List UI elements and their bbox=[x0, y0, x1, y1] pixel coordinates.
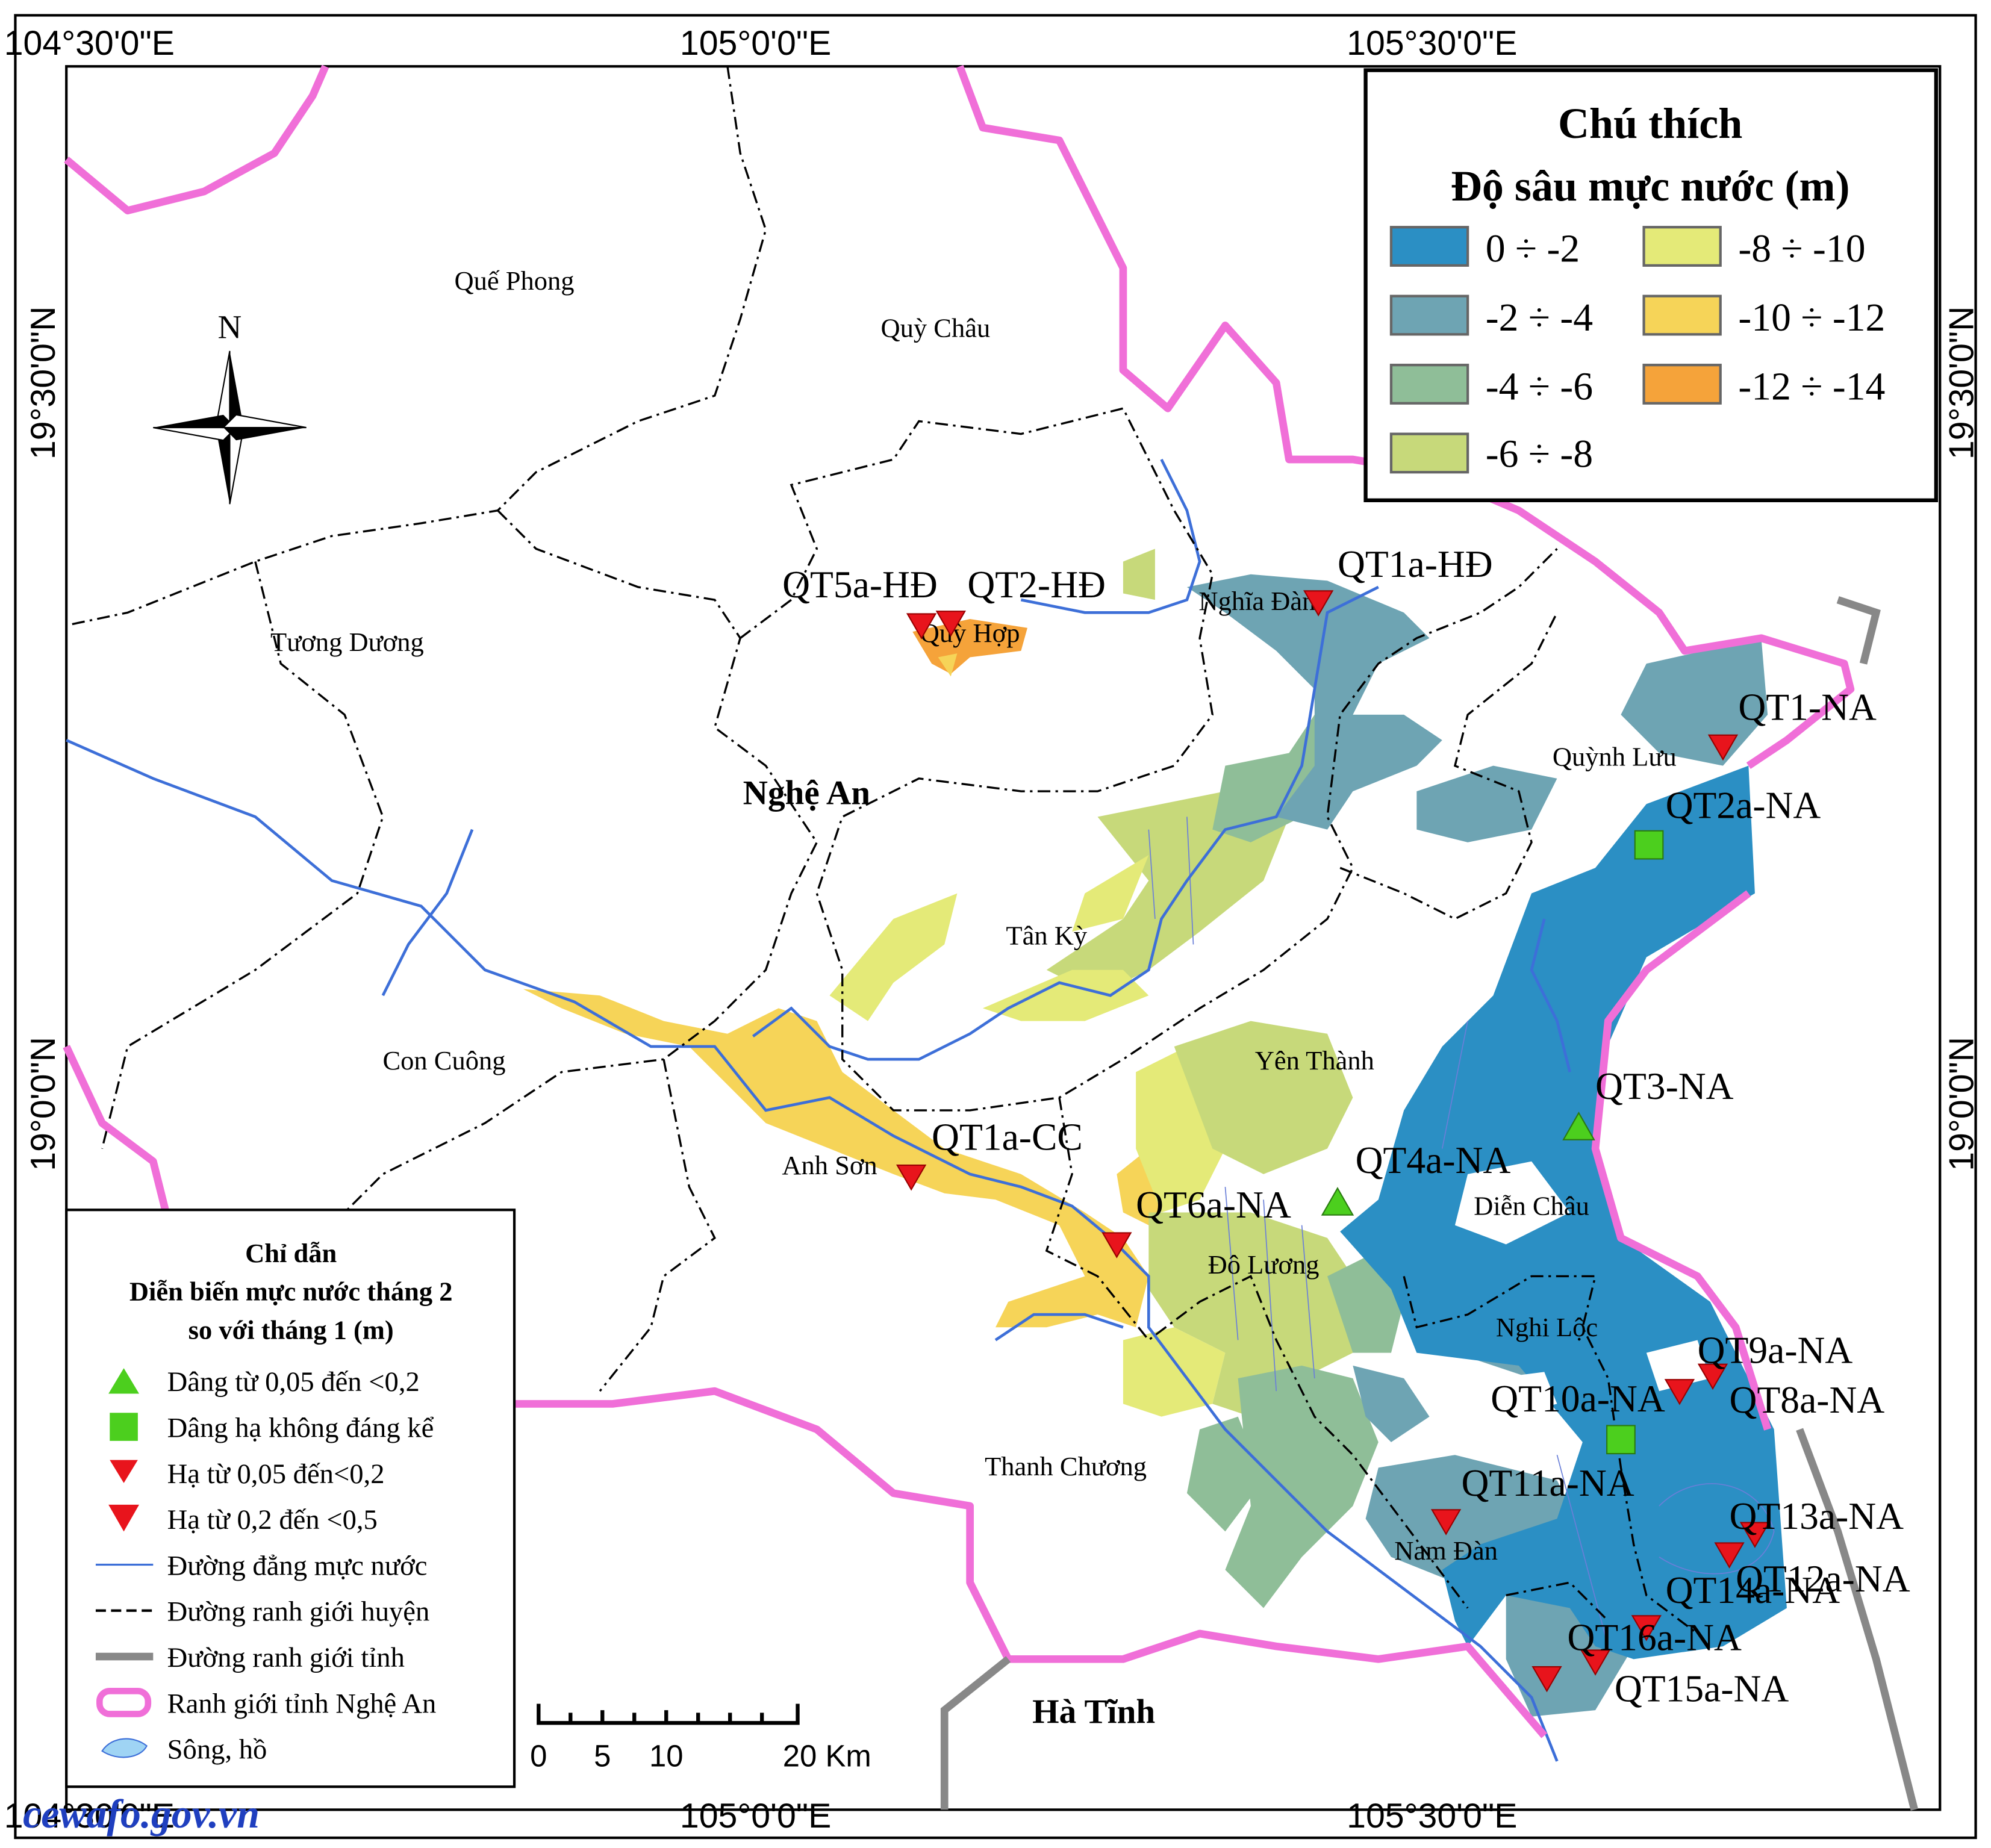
legend-label: Đường ranh giới huyện bbox=[167, 1596, 430, 1628]
scale-label: 20 Km bbox=[783, 1738, 871, 1773]
well-label: QT14a-NA bbox=[1666, 1569, 1840, 1611]
district-label: Quỳnh Lưu bbox=[1553, 742, 1677, 772]
province-boundary bbox=[63, 64, 1919, 1811]
well-label: QT6a-NA bbox=[1136, 1183, 1291, 1226]
district-label: Tân Kỳ bbox=[1006, 920, 1087, 950]
source-watermark: cewafo.gov.vn bbox=[23, 1791, 260, 1837]
coord-label: 19°0'0"N bbox=[1942, 1037, 1981, 1171]
district-boundaries bbox=[66, 66, 1698, 1635]
well-label: QT1-NA bbox=[1738, 685, 1877, 728]
legend-subtitle: Độ sâu mực nước (m) bbox=[1451, 162, 1850, 210]
district-label: Quỳ Hợp bbox=[920, 618, 1020, 648]
legend-title: so với tháng 1 (m) bbox=[189, 1314, 394, 1345]
rivers bbox=[66, 458, 1571, 1762]
well-label: QT5a-HĐ bbox=[782, 563, 938, 606]
district-label: Nghi Lộc bbox=[1496, 1312, 1598, 1342]
district-label: Yên Thành bbox=[1255, 1045, 1374, 1075]
legend-title: Diễn biến mực nước tháng 2 bbox=[129, 1277, 453, 1307]
legend-label: -2 ÷ -4 bbox=[1486, 296, 1593, 340]
well-label: QT2a-NA bbox=[1666, 784, 1821, 827]
legend-title: Chỉ dẫn bbox=[245, 1238, 337, 1268]
well-label: QT12a-NA bbox=[1736, 1557, 1910, 1600]
well-label: QT10a-NA bbox=[1491, 1377, 1665, 1420]
district-label: Con Cuông bbox=[382, 1045, 505, 1075]
legend-label: Ranh giới tỉnh Nghệ An bbox=[167, 1688, 437, 1719]
coord-label: 105°30'0"E bbox=[1347, 24, 1517, 63]
district-label: Tương Dương bbox=[270, 627, 424, 657]
coord-label: 104°30'0"E bbox=[4, 1797, 175, 1835]
scale-label: 0 bbox=[530, 1738, 547, 1773]
legend-label: Dâng từ 0,05 đến <0,2 bbox=[167, 1366, 420, 1398]
legend-label: -10 ÷ -12 bbox=[1738, 296, 1885, 340]
scale-bar: 0 5 10 20 Km bbox=[530, 1703, 871, 1773]
province-label: Hà Tĩnh bbox=[1032, 1693, 1155, 1731]
district-label: Thanh Chương bbox=[985, 1451, 1147, 1481]
well-label: QT16a-NA bbox=[1567, 1616, 1742, 1658]
well-label: QT4a-NA bbox=[1356, 1139, 1511, 1181]
district-label: Nghĩa Đàn bbox=[1198, 586, 1315, 616]
change-legend: Chỉ dẫn Diễn biến mực nước tháng 2 so vớ… bbox=[65, 1209, 516, 1788]
coord-label: 105°0'0"E bbox=[680, 1797, 831, 1835]
district-label: Anh Sơn bbox=[782, 1150, 877, 1180]
district-labels: Quế Phong Quỳ Châu Tương Dương Quỳ Hợp N… bbox=[270, 266, 1677, 1731]
legend-label: -4 ÷ -6 bbox=[1486, 364, 1593, 408]
well-label: QT2-HĐ bbox=[967, 563, 1106, 606]
well-markers bbox=[896, 590, 1771, 1693]
legend-label: Đường ranh giới tỉnh bbox=[167, 1642, 405, 1673]
well-label: QT1a-CC bbox=[932, 1116, 1083, 1159]
well-label: QT11a-NA bbox=[1462, 1461, 1634, 1504]
well-labels: QT5a-HĐ QT2-HĐ QT1a-HĐ QT1-NA QT2a-NA QT… bbox=[782, 543, 1910, 1710]
coordinates: 104°30'0"E 105°0'0"E 105°30'0"E 104°30'0… bbox=[4, 24, 1981, 1835]
legend-label: Đường đẳng mực nước bbox=[167, 1550, 428, 1581]
district-label: Diễn Châu bbox=[1474, 1191, 1589, 1221]
coord-label: 105°30'0"E bbox=[1347, 1797, 1517, 1835]
coord-label: 19°0'0"N bbox=[24, 1037, 63, 1171]
legend-label: -12 ÷ -14 bbox=[1738, 364, 1885, 408]
legend-label: -8 ÷ -10 bbox=[1738, 226, 1865, 270]
well-label: QT8a-NA bbox=[1730, 1378, 1885, 1421]
north-label: N bbox=[218, 309, 242, 346]
well-label: QT3-NA bbox=[1595, 1065, 1734, 1107]
coord-label: 104°30'0"E bbox=[4, 24, 175, 63]
coord-label: 105°0'0"E bbox=[680, 24, 831, 63]
legend-label: Dâng hạ không đáng kể bbox=[167, 1413, 434, 1444]
coord-label: 19°30'0"N bbox=[1942, 306, 1981, 460]
outer-frame bbox=[14, 14, 1977, 1840]
scale-label: 10 bbox=[649, 1738, 684, 1773]
legend-title: Chú thích bbox=[1558, 99, 1742, 148]
depth-legend: Chú thích Độ sâu mực nước (m) 0 ÷ -2 -2 … bbox=[1363, 68, 1939, 503]
legend-label: Hạ từ 0,05 đến<0,2 bbox=[167, 1458, 385, 1490]
isolines bbox=[1148, 817, 1775, 1647]
district-label: Quế Phong bbox=[455, 266, 575, 296]
well-label: QT13a-NA bbox=[1730, 1495, 1904, 1537]
scale-label: 5 bbox=[594, 1738, 611, 1773]
district-label: Quỳ Châu bbox=[881, 313, 991, 343]
well-label: QT1a-HĐ bbox=[1338, 543, 1493, 585]
legend-label: Sông, hồ bbox=[167, 1734, 267, 1766]
well-label: QT15a-NA bbox=[1615, 1667, 1789, 1710]
province-label: Nghệ An bbox=[743, 774, 870, 812]
district-label: Nam Đàn bbox=[1394, 1535, 1498, 1566]
district-label: Đô Lương bbox=[1208, 1249, 1320, 1280]
coord-label: 19°30'0"N bbox=[24, 306, 63, 460]
legend-label: -6 ÷ -8 bbox=[1486, 432, 1593, 476]
north-arrow bbox=[153, 350, 307, 505]
well-label: QT9a-NA bbox=[1698, 1329, 1853, 1372]
depth-zones bbox=[523, 549, 1787, 1717]
legend-label: 0 ÷ -2 bbox=[1486, 226, 1580, 270]
legend-label: Hạ từ 0,2 đến <0,5 bbox=[167, 1504, 378, 1535]
